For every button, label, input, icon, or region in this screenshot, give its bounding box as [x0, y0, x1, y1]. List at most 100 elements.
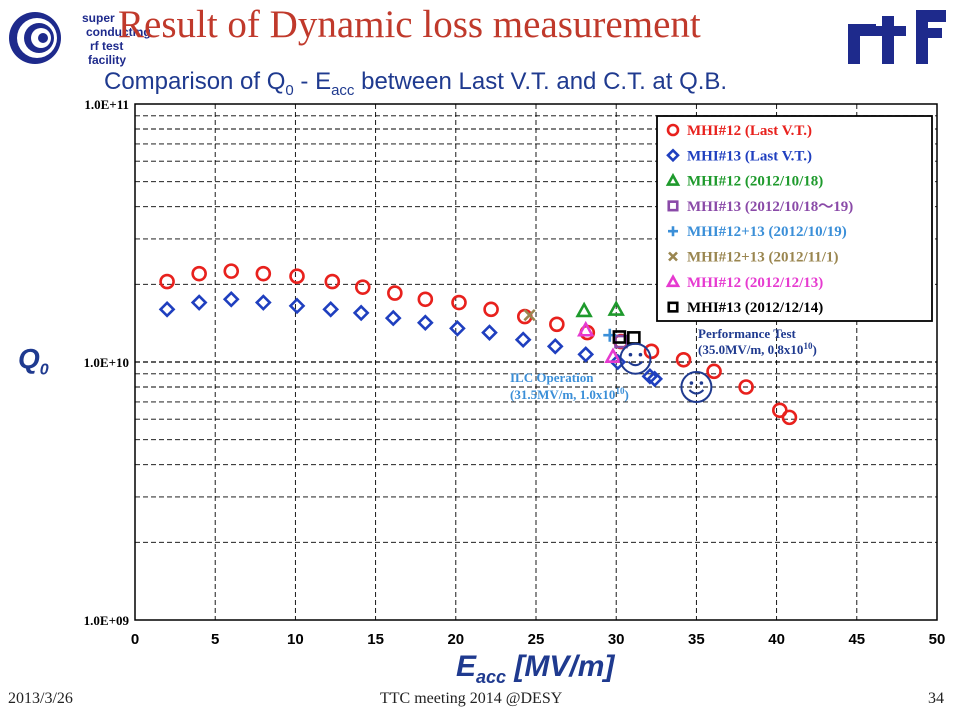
data-point-series-1: [223, 263, 240, 279]
legend-marker: [666, 148, 680, 163]
data-point-series-1: [417, 291, 434, 308]
data-point-series-2: [646, 370, 664, 388]
data-point-series-7: [604, 347, 622, 364]
legend-entry-label: MHI#12+13 (2012/10/19): [687, 224, 847, 240]
data-point-series-1: [549, 316, 565, 333]
smiley-face-icon: [619, 342, 652, 375]
legend-marker: [666, 123, 680, 137]
footer-page-number: 34: [928, 690, 944, 707]
smiley-mouth: [688, 389, 705, 395]
data-point-series-8: [612, 330, 627, 344]
legend-entry-label: MHI#13 (Last V.T.): [687, 148, 812, 164]
data-point-series-2: [449, 320, 466, 337]
slide-title: Result of Dynamic loss measurement: [118, 3, 701, 46]
data-point-series-1: [643, 343, 660, 360]
slide-subtitle: Comparison of Q0 - Eacc between Last V.T…: [104, 68, 728, 99]
annotation-performance-test: Performance Test: [698, 326, 797, 341]
annotation-performance-value: (35.0MV/m, 0.8x1010): [698, 341, 817, 357]
x-tick-label: 20: [447, 631, 464, 648]
legend-entry-label: MHI#12 (2012/10/18): [687, 174, 823, 190]
logo-line-4: facility: [88, 53, 127, 67]
legend-entry-label: MHI#12+13 (2012/11/1): [687, 250, 838, 266]
data-point-series-1: [706, 363, 722, 380]
logo-line-2: conducting: [86, 25, 151, 39]
smiley-face-icon: [680, 371, 713, 404]
data-point-series-1: [675, 351, 692, 368]
legend-entry-label: MHI#13 (2012/10/18～19): [687, 199, 853, 215]
annotation-ilc-value-part: ): [624, 387, 628, 402]
data-point-series-6: [523, 308, 536, 322]
annotation-ilc-operation-part: ILC Operation: [510, 370, 594, 385]
data-point-series-2: [222, 290, 240, 308]
x-tick-label: 25: [528, 631, 545, 648]
y-tick-label: 1.0E+11: [84, 97, 129, 112]
annotation-ilc-operation: ILC Operation: [510, 370, 594, 385]
legend-marker: [665, 172, 681, 186]
legend-box: [656, 115, 933, 322]
x-axis-label: Eacc [MV/m]: [456, 650, 615, 687]
legend-marker: [665, 274, 681, 288]
x-tick-label: 35: [688, 631, 705, 648]
x-tick-label: 10: [287, 631, 304, 648]
data-point-series-1: [781, 409, 798, 426]
data-point-series-3: [607, 300, 625, 316]
x-tick-label: 50: [929, 631, 946, 648]
annotation-ilc-value-part: (31.5MV/m, 1.0x10: [510, 387, 615, 402]
x-tick-label: 5: [211, 631, 219, 648]
data-point-series-1: [255, 265, 272, 282]
footer-meeting: TTC meeting 2014 @DESY: [380, 690, 563, 707]
data-point-series-7: [577, 320, 595, 337]
data-point-series-2: [190, 294, 208, 311]
data-point-series-3: [575, 301, 593, 318]
y-axis-label: Q0: [18, 343, 49, 379]
stf-brand-logo: stf: [848, 10, 946, 64]
legend-entry-label: MHI#12 (Last V.T.): [687, 123, 812, 139]
data-point-series-2: [514, 331, 532, 349]
data-point-series-2: [352, 304, 370, 322]
legend-entry-label: MHI#12 (2012/12/13): [687, 275, 823, 291]
x-tick-label: 15: [367, 631, 384, 648]
data-point-series-2: [322, 300, 340, 318]
data-point-series-1: [159, 273, 175, 290]
footer-date: 2013/3/26: [8, 690, 73, 707]
data-point-series-1: [451, 294, 467, 311]
legend-marker: [668, 251, 678, 262]
data-point-series-1: [738, 379, 754, 395]
annotation-ilc-value: (31.5MV/m, 1.0x1010): [510, 386, 629, 402]
y-tick-label: 1.0E+10: [84, 355, 129, 370]
x-tick-label: 30: [608, 631, 625, 648]
data-point-series-1: [191, 265, 207, 282]
logo-line-1: super: [82, 11, 115, 25]
x-tick-label: 40: [768, 631, 785, 648]
data-point-series-1: [483, 301, 499, 318]
data-point-series-2: [384, 309, 402, 327]
data-point-series-2: [254, 294, 272, 311]
logo-line-3: rf test: [90, 39, 124, 53]
annotation-performance-test-part: Performance Test: [698, 326, 797, 341]
smiley-mouth: [627, 360, 644, 367]
data-point-series-1: [324, 273, 341, 290]
y-tick-label: 1.0E+09: [84, 613, 130, 628]
x-tick-label: 45: [848, 631, 865, 648]
annotation-performance-value-part: (35.0MV/m, 0.8x10: [698, 342, 803, 357]
data-point-series-1: [354, 279, 371, 295]
legend-marker: [667, 200, 679, 212]
smiley-eye: [638, 352, 643, 357]
data-point-series-2: [481, 324, 498, 341]
data-point-series-2: [546, 338, 564, 355]
annotation-performance-value-part: ): [812, 342, 816, 357]
data-point-series-2: [577, 346, 595, 363]
data-point-series-1: [289, 268, 305, 285]
legend-marker: [668, 226, 678, 237]
data-point-series-1: [387, 285, 403, 301]
legend-marker: [667, 301, 679, 313]
data-point-series-2: [416, 314, 434, 332]
annotation-ilc-value-part: 10: [615, 386, 625, 396]
data-point-series-2: [609, 353, 627, 371]
x-tick-label: 0: [131, 631, 139, 648]
data-point-series-2: [288, 297, 306, 315]
annotation-performance-value-part: 10: [803, 341, 813, 351]
data-point-series-2: [158, 300, 176, 318]
legend-entry-label: MHI#13 (2012/12/14): [687, 300, 823, 316]
